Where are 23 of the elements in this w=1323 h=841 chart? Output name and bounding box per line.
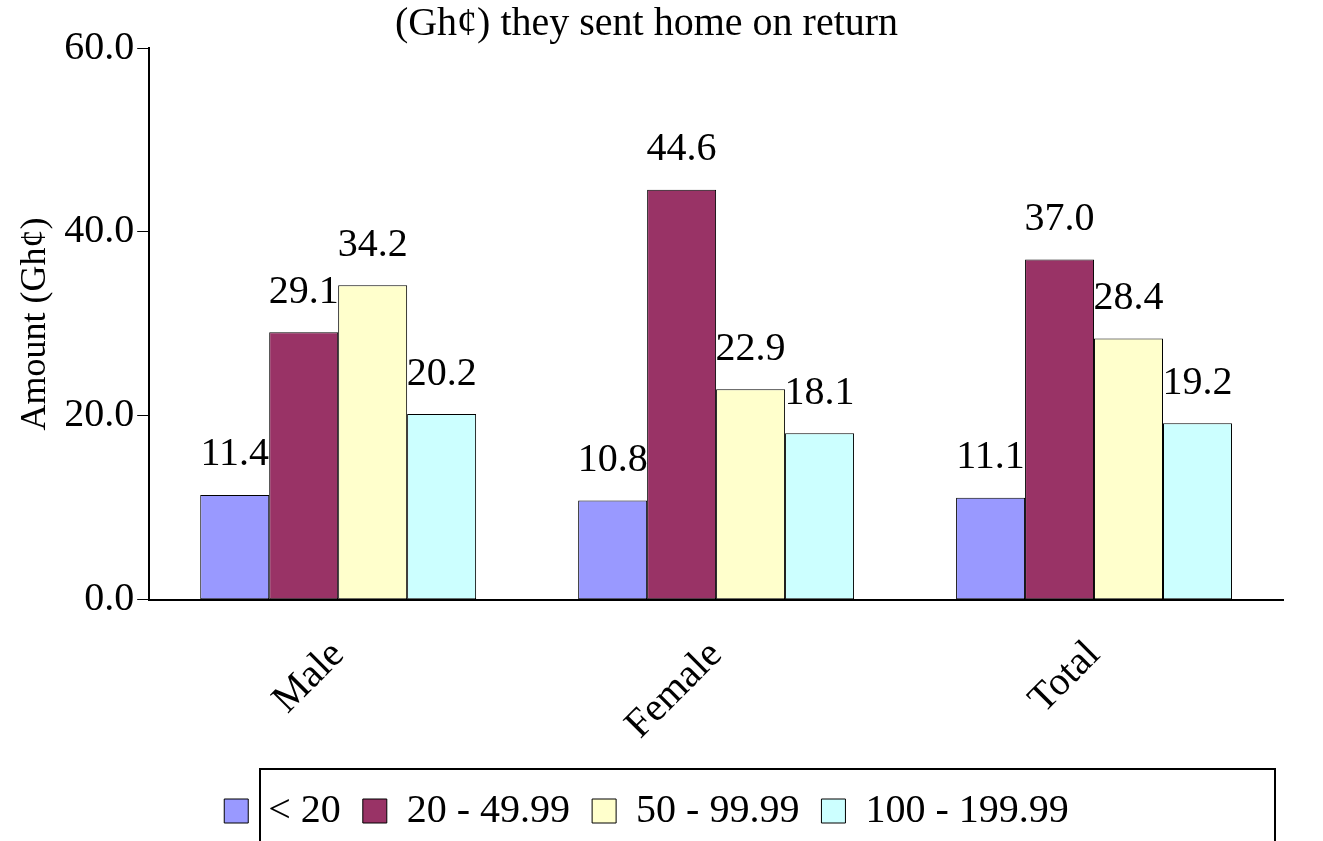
data-label: 29.1 <box>268 266 339 312</box>
legend-label: < 20 <box>268 785 341 831</box>
data-label: 19.2 <box>1162 357 1233 403</box>
data-label: 11.1 <box>956 432 1025 478</box>
y-tick-label: 20.0 <box>64 390 135 436</box>
legend-label: 100 - 199.99 <box>865 785 1069 831</box>
legend-label: 20 - 49.99 <box>406 785 571 831</box>
y-tick-label: 60.0 <box>64 22 135 68</box>
data-label: 22.9 <box>715 323 786 369</box>
data-label: 11.4 <box>200 429 269 475</box>
data-label: 37.0 <box>1024 194 1095 240</box>
x-tick-label: Male <box>262 630 352 721</box>
y-tick-label: 40.0 <box>64 206 135 252</box>
data-label: 10.8 <box>577 434 648 480</box>
y-tick-label: 0.0 <box>84 574 135 620</box>
legend-label: 50 - 99.99 <box>636 785 800 831</box>
y-axis-title: Amount (Gh¢) <box>13 217 54 431</box>
data-label: 18.1 <box>784 367 855 413</box>
chart-title: (Gh¢) they sent home on return <box>394 0 899 44</box>
data-label: 34.2 <box>337 219 408 265</box>
data-label: 20.2 <box>406 348 477 394</box>
data-label: 44.6 <box>646 124 717 170</box>
data-label: 28.4 <box>1093 273 1164 319</box>
